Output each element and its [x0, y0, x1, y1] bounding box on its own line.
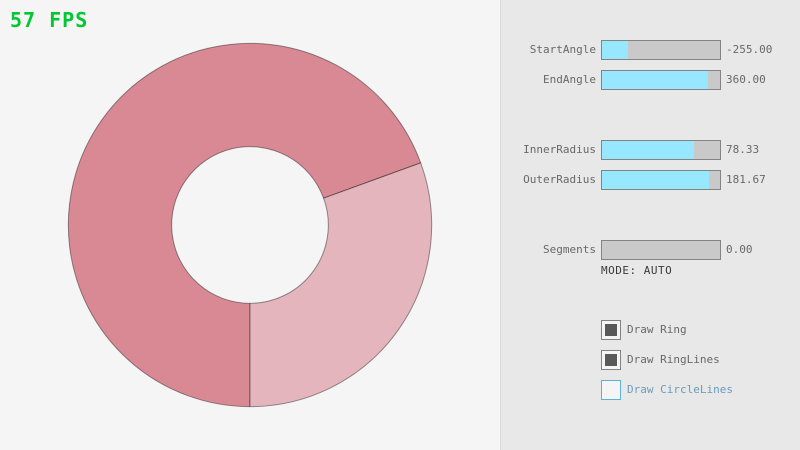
mode-label: MODE: AUTO — [601, 264, 673, 277]
checkbox-box-draw-circlelines[interactable] — [601, 380, 621, 400]
slider-value-startangle: -255.00 — [726, 43, 773, 56]
checkbox-box-draw-ringlines[interactable] — [601, 350, 621, 370]
checkbox-label-draw-ringlines: Draw RingLines — [627, 353, 720, 366]
slider-row-startangle: StartAngle -255.00 — [501, 40, 800, 60]
slider-bar-outerradius[interactable] — [601, 170, 721, 190]
ring-sector-single-pass — [249, 162, 433, 408]
slider-label-startangle: StartAngle — [529, 43, 596, 56]
slider-row-innerradius: InnerRadius 78.33 — [501, 140, 800, 160]
slider-bar-endangle[interactable] — [601, 70, 721, 90]
checkbox-label-draw-circlelines: Draw CircleLines — [627, 383, 733, 396]
slider-fill-endangle — [602, 71, 709, 89]
fps-counter: 57 FPS — [10, 8, 89, 32]
slider-value-segments: 0.00 — [726, 243, 753, 256]
slider-value-endangle: 360.00 — [726, 73, 766, 86]
slider-row-segments: Segments 0.00 — [501, 240, 800, 260]
check-mark-icon — [605, 324, 617, 336]
slider-label-segments: Segments — [543, 243, 596, 256]
control-panel: StartAngle -255.00 EndAngle 360.00 Inner… — [500, 0, 800, 450]
slider-fill-outerradius — [602, 171, 710, 189]
checkbox-box-draw-ring[interactable] — [601, 320, 621, 340]
slider-label-outerradius: OuterRadius — [523, 173, 596, 186]
slider-label-endangle: EndAngle — [543, 73, 596, 86]
slider-fill-startangle — [602, 41, 628, 59]
checkbox-label-draw-ring: Draw Ring — [627, 323, 687, 336]
slider-row-endangle: EndAngle 360.00 — [501, 70, 800, 90]
ring-canvas — [67, 42, 433, 408]
ring-sector-double-pass — [67, 42, 422, 408]
slider-bar-startangle[interactable] — [601, 40, 721, 60]
slider-value-innerradius: 78.33 — [726, 143, 760, 156]
slider-value-outerradius: 181.67 — [726, 173, 766, 186]
slider-fill-innerradius — [602, 141, 695, 159]
slider-label-innerradius: InnerRadius — [523, 143, 596, 156]
slider-bar-segments[interactable] — [601, 240, 721, 260]
slider-row-outerradius: OuterRadius 181.67 — [501, 170, 800, 190]
slider-bar-innerradius[interactable] — [601, 140, 721, 160]
check-mark-icon — [605, 354, 617, 366]
